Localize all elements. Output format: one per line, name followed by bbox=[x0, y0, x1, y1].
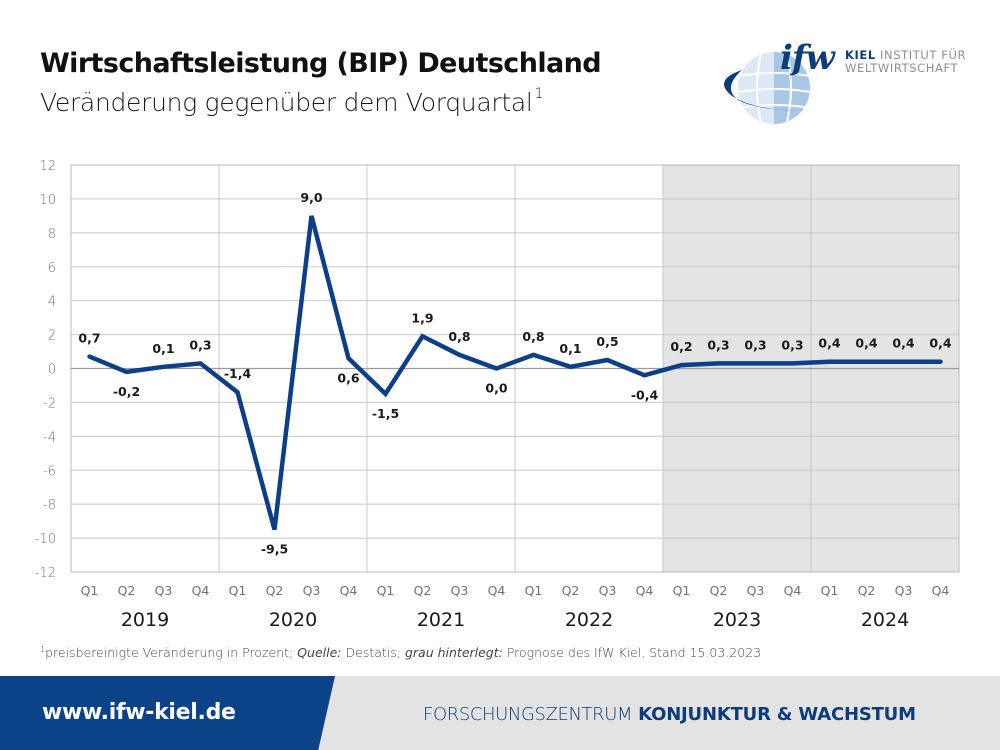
x-tick-label: Q3 bbox=[895, 583, 913, 598]
year-label: 2019 bbox=[121, 609, 169, 631]
data-label: 0,4 bbox=[818, 336, 840, 351]
footnote-grey-label: grau hinterlegt: bbox=[404, 645, 503, 661]
x-tick-label: Q4 bbox=[636, 583, 654, 598]
year-label: 2021 bbox=[417, 609, 465, 631]
y-tick-label: 4 bbox=[48, 295, 56, 310]
data-label: 0,7 bbox=[78, 331, 100, 346]
research-center-prefix: FORSCHUNGSZENTRUM bbox=[423, 704, 633, 725]
data-label: -1,5 bbox=[372, 406, 399, 421]
x-axis-year-labels: 2019 2020 2021 2022 2023 2024 bbox=[121, 609, 909, 631]
year-label: 2024 bbox=[861, 609, 909, 631]
chart-subtitle: Veränderung gegenüber dem Vorquartal 1 bbox=[40, 86, 544, 117]
logo-institut: INSTITUT FÜR bbox=[880, 48, 967, 62]
data-label: 0,3 bbox=[781, 337, 803, 352]
logo-text-line1: KIEL INSTITUT FÜR bbox=[845, 48, 966, 62]
data-label: -0,4 bbox=[631, 387, 659, 402]
x-tick-label: Q2 bbox=[710, 583, 728, 598]
data-label: -1,4 bbox=[224, 366, 252, 381]
data-label: -0,2 bbox=[113, 384, 140, 399]
y-tick-label: -8 bbox=[43, 498, 56, 513]
data-label: 0,4 bbox=[855, 336, 877, 351]
chart-title: Wirtschaftsleistung (BIP) Deutschland bbox=[40, 48, 602, 79]
year-label: 2020 bbox=[269, 609, 317, 631]
data-label: 0,5 bbox=[596, 334, 618, 349]
footnote-marker-bottom: 1 bbox=[40, 645, 46, 654]
logo-kiel: KIEL bbox=[845, 48, 876, 62]
x-tick-label: Q1 bbox=[229, 583, 247, 598]
data-label: 0,8 bbox=[522, 329, 544, 344]
research-center-label: FORSCHUNGSZENTRUM KONJUNKTUR & WACHSTUM bbox=[423, 704, 916, 725]
x-tick-label: Q2 bbox=[858, 583, 876, 598]
y-tick-label: -2 bbox=[43, 396, 56, 411]
subtitle-text: Veränderung gegenüber dem Vorquartal bbox=[40, 88, 533, 117]
y-tick-label: -6 bbox=[43, 464, 56, 479]
data-label: -9,5 bbox=[261, 542, 288, 557]
x-tick-label: Q1 bbox=[81, 583, 99, 598]
year-label: 2023 bbox=[713, 609, 761, 631]
x-tick-label: Q1 bbox=[821, 583, 839, 598]
data-label: 0,2 bbox=[670, 339, 692, 354]
data-label: 0,1 bbox=[559, 341, 581, 356]
data-label: 0,6 bbox=[337, 370, 359, 385]
y-axis-ticks: 12 10 8 6 4 2 0 -2 -4 -6 -8 -10 -12 bbox=[35, 159, 56, 581]
y-tick-label: -4 bbox=[43, 430, 56, 445]
y-tick-label: 0 bbox=[48, 363, 56, 378]
year-label: 2022 bbox=[565, 609, 613, 631]
x-tick-label: Q3 bbox=[155, 583, 173, 598]
footnote-source-label: Quelle: bbox=[297, 645, 342, 661]
x-tick-label: Q1 bbox=[525, 583, 543, 598]
data-label: 0,4 bbox=[892, 336, 914, 351]
footnote-grey-text: Prognose des IfW Kiel, Stand 15.03.2023 bbox=[502, 645, 762, 661]
x-tick-label: Q4 bbox=[340, 583, 358, 598]
y-tick-label: 2 bbox=[48, 329, 56, 344]
data-label: 9,0 bbox=[300, 190, 322, 205]
x-tick-label: Q3 bbox=[451, 583, 469, 598]
footnote-marker: 1 bbox=[534, 86, 544, 102]
x-tick-label: Q1 bbox=[673, 583, 691, 598]
x-tick-label: Q4 bbox=[192, 583, 210, 598]
footnote-part1: preisbereinigte Veränderung in Prozent; bbox=[45, 645, 298, 661]
x-tick-label: Q4 bbox=[784, 583, 802, 598]
gdp-series-line bbox=[87, 215, 943, 531]
gdp-line-chart: 12 10 8 6 4 2 0 -2 -4 -6 -8 -10 -12 Q1 Q2 Q3 Q4 Q1 Q2 Q3 Q4… bbox=[35, 159, 960, 631]
logo-text-line2: WELTWIRTSCHAFT bbox=[845, 61, 959, 75]
x-tick-label: Q2 bbox=[118, 583, 136, 598]
footer-blue-panel bbox=[0, 676, 335, 750]
research-center-name: KONJUNKTUR & WACHSTUM bbox=[638, 704, 916, 725]
website-link[interactable]: www.ifw-kiel.de bbox=[42, 700, 236, 725]
data-label: 0,3 bbox=[189, 337, 211, 352]
logo-ifw-mark: ifw bbox=[780, 38, 835, 78]
data-label: 0,0 bbox=[485, 381, 507, 396]
y-tick-label: 12 bbox=[39, 159, 56, 174]
x-tick-label: Q1 bbox=[377, 583, 395, 598]
x-tick-label: Q2 bbox=[562, 583, 580, 598]
data-label: 0,1 bbox=[152, 341, 174, 356]
x-tick-label: Q3 bbox=[599, 583, 617, 598]
y-tick-label: 8 bbox=[48, 227, 56, 242]
data-label: 1,9 bbox=[411, 310, 433, 325]
y-tick-label: 6 bbox=[48, 261, 56, 276]
data-label: 0,4 bbox=[929, 336, 951, 351]
x-tick-label: Q3 bbox=[303, 583, 321, 598]
y-tick-label: -12 bbox=[35, 566, 56, 581]
footnote-source: Destatis; bbox=[341, 645, 405, 661]
data-label: 0,3 bbox=[744, 337, 766, 352]
y-tick-label: -10 bbox=[35, 532, 56, 547]
x-tick-label: Q4 bbox=[488, 583, 506, 598]
y-tick-label: 10 bbox=[39, 193, 56, 208]
data-label: 0,3 bbox=[707, 337, 729, 352]
data-label: 0,8 bbox=[448, 329, 470, 344]
ifw-logo: ifw KIEL INSTITUT FÜR WELTWIRTSCHAFT bbox=[712, 30, 972, 130]
data-labels: 0,7 -0,2 0,1 0,3 -1,4 -9,5 9,0 0,6 -1,5 1,9 0,8 0,0… bbox=[78, 190, 951, 557]
x-tick-label: Q2 bbox=[414, 583, 432, 598]
x-axis-quarter-ticks: Q1 Q2 Q3 Q4 Q1 Q2 Q3 Q4 Q1 Q2 Q3 Q4 Q1 Q2 Q3 Q4 Q1 Q2 Q3 Q4… bbox=[81, 583, 950, 598]
footnote: 1preisbereinigte Veränderung in Prozent;… bbox=[40, 645, 761, 660]
x-tick-label: Q3 bbox=[747, 583, 765, 598]
globe-icon bbox=[724, 52, 810, 124]
x-tick-label: Q4 bbox=[932, 583, 950, 598]
x-tick-label: Q2 bbox=[266, 583, 284, 598]
